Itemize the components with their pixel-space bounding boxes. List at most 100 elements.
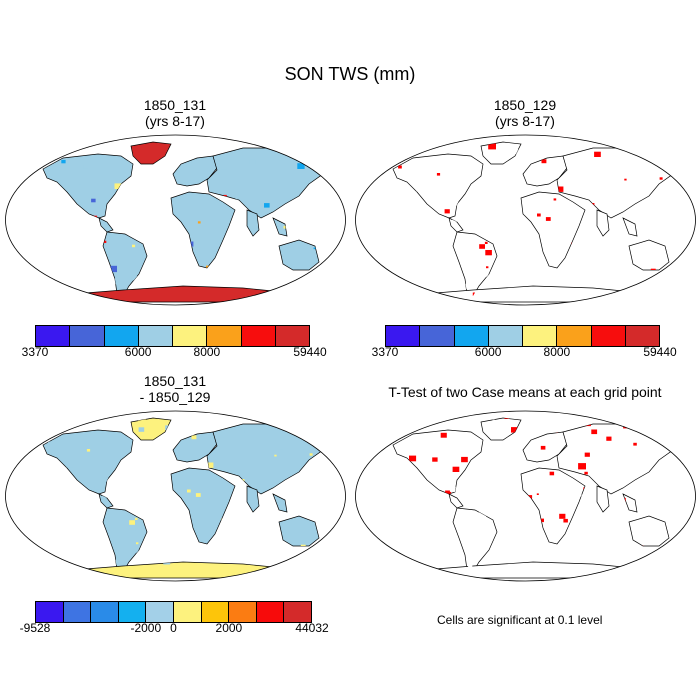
grid-cell <box>78 285 80 287</box>
grid-cell <box>7 538 14 543</box>
grid-cell <box>305 410 307 412</box>
grid-cell <box>358 463 362 466</box>
grid-cell <box>515 276 519 279</box>
grid-cell <box>120 149 125 153</box>
grid-cell <box>610 141 614 145</box>
grid-cell <box>262 139 269 145</box>
grid-cell <box>361 136 365 139</box>
grid-cell <box>71 508 73 510</box>
colorbar-label: -9528 <box>19 621 51 635</box>
grid-cell <box>584 276 588 279</box>
grid-cell <box>590 489 595 493</box>
grid-cell <box>384 458 387 461</box>
grid-cell <box>333 533 336 535</box>
grid-cell <box>612 541 616 544</box>
continent-au <box>278 515 320 547</box>
grid-cell <box>691 523 699 529</box>
grid-cell <box>424 534 426 536</box>
grid-cell <box>647 564 653 569</box>
grid-cell <box>57 515 59 517</box>
grid-cell <box>121 501 127 505</box>
grid-cell <box>44 154 51 159</box>
map-content <box>358 412 699 579</box>
grid-cell <box>134 218 138 221</box>
grid-cell <box>659 177 663 180</box>
grid-cell <box>195 417 203 423</box>
grid-cell <box>310 286 318 292</box>
grid-cell <box>500 270 503 272</box>
grid-cell <box>654 473 659 477</box>
grid-cell <box>104 478 109 482</box>
grid-cell <box>675 443 681 448</box>
grid-cell <box>281 274 285 277</box>
grid-cell <box>33 276 40 281</box>
grid-cell <box>495 208 501 213</box>
grid-cell <box>222 248 229 253</box>
grid-cell <box>366 498 374 504</box>
grid-cell <box>618 432 622 436</box>
grid-cell <box>478 511 487 518</box>
grid-cell <box>86 449 91 452</box>
grid-cell <box>14 150 22 156</box>
grid-cell <box>646 224 654 230</box>
grid-cell <box>438 228 444 233</box>
grid-cell <box>469 220 475 225</box>
grid-cell <box>136 188 140 191</box>
grid-cell <box>666 562 670 565</box>
grid-cell <box>235 196 239 200</box>
grid-cell <box>304 212 312 218</box>
grid-cell <box>26 427 33 433</box>
grid-cell <box>540 262 543 265</box>
grid-cell <box>422 141 426 144</box>
grid-cell <box>405 306 411 311</box>
grid-cell <box>412 255 417 259</box>
grid-cell <box>199 278 202 281</box>
grid-cell <box>323 481 330 486</box>
grid-cell <box>687 262 694 267</box>
grid-cell <box>529 237 534 241</box>
grid-cell <box>513 245 518 249</box>
grid-cell <box>266 505 273 511</box>
grid-cell <box>392 565 399 571</box>
grid-cell <box>83 525 90 531</box>
grid-cell <box>11 413 19 419</box>
grid-cell <box>195 493 201 497</box>
grid-cell <box>570 538 576 543</box>
grid-cell <box>66 267 71 271</box>
continent-se <box>272 217 288 237</box>
continent-af <box>520 467 586 545</box>
grid-cell <box>534 418 541 423</box>
grid-cell <box>513 463 518 467</box>
grid-cell <box>28 412 34 417</box>
grid-cell <box>256 246 259 249</box>
colorbar-swatch <box>36 602 64 622</box>
grid-cell <box>687 252 694 257</box>
grid-cell <box>670 429 675 433</box>
grid-cell <box>87 558 94 564</box>
grid-cell <box>51 262 53 264</box>
grid-cell <box>319 550 324 554</box>
grid-cell <box>65 211 70 215</box>
grid-cell <box>619 517 625 522</box>
grid-cell <box>409 455 417 462</box>
grid-cell <box>640 428 648 434</box>
grid-cell <box>90 418 93 421</box>
grid-cell <box>391 235 394 238</box>
grid-cell <box>591 233 599 239</box>
grid-cell <box>649 558 652 560</box>
grid-cell <box>475 475 481 480</box>
grid-cell <box>38 189 41 191</box>
grid-cell <box>383 213 387 216</box>
grid-cell <box>525 412 528 414</box>
grid-cell <box>89 234 97 240</box>
grid-cell <box>104 266 107 268</box>
grid-cell <box>21 299 28 304</box>
grid-cell <box>521 159 529 165</box>
grid-cell <box>417 253 425 259</box>
grid-cell <box>483 169 491 175</box>
grid-cell <box>591 136 597 141</box>
grid-cell <box>616 229 623 235</box>
grid-cell <box>494 508 497 509</box>
grid-cell <box>519 533 525 538</box>
grid-cell <box>262 225 270 231</box>
